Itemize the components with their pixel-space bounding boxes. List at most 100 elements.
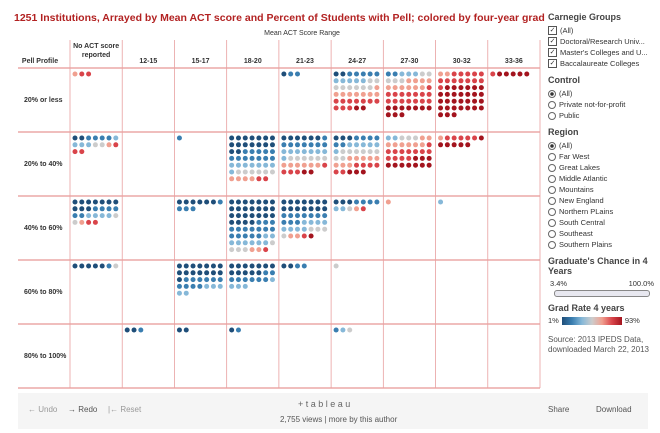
- radio[interactable]: [548, 174, 556, 183]
- institution-dot: [197, 270, 203, 276]
- radio[interactable]: [548, 218, 556, 227]
- radio[interactable]: [548, 141, 556, 150]
- option-label[interactable]: Private not-for-profit: [559, 100, 626, 109]
- option-label[interactable]: Master's Colleges and U...: [560, 48, 648, 57]
- reset[interactable]: |← Reset: [108, 405, 142, 414]
- filter-option[interactable]: ✓ Master's Colleges and U...: [548, 47, 656, 58]
- radio[interactable]: [548, 185, 556, 194]
- radio[interactable]: [548, 196, 556, 205]
- option-label[interactable]: South Central: [559, 218, 605, 227]
- option-label[interactable]: Doctoral/Research Univ...: [560, 37, 645, 46]
- institution-dot: [360, 169, 366, 175]
- institution-dot: [340, 91, 346, 97]
- filter-option[interactable]: Southeast: [548, 228, 656, 239]
- filter-option[interactable]: Southern Plains: [548, 239, 656, 250]
- institution-dot: [249, 135, 255, 141]
- radio[interactable]: [548, 89, 556, 98]
- institution-dot: [426, 142, 432, 148]
- option-label[interactable]: Southeast: [559, 229, 593, 238]
- reset-label[interactable]: Reset: [120, 405, 142, 414]
- institution-dot: [235, 240, 241, 246]
- filter-option[interactable]: Northern PLains: [548, 206, 656, 217]
- filter-option[interactable]: Great Lakes: [548, 162, 656, 173]
- undo-label[interactable]: Undo: [38, 405, 58, 414]
- download[interactable]: Download: [596, 405, 632, 414]
- filter-option[interactable]: New England: [548, 195, 656, 206]
- checkbox[interactable]: ✓: [548, 26, 557, 35]
- institution-dot: [301, 206, 307, 212]
- filter-option[interactable]: ✓ (All): [548, 25, 656, 36]
- option-label[interactable]: Public: [559, 111, 580, 120]
- institution-dot: [99, 135, 105, 141]
- institution-dot: [333, 98, 339, 104]
- redo[interactable]: → Redo: [68, 405, 98, 414]
- institution-dot: [322, 206, 328, 212]
- filter-option[interactable]: (All): [548, 88, 656, 99]
- radio[interactable]: [548, 163, 556, 172]
- filter-option[interactable]: ✓ Baccalaureate Colleges: [548, 58, 656, 69]
- institution-dot: [301, 233, 307, 239]
- institution-dot: [385, 71, 391, 77]
- checkbox[interactable]: ✓: [548, 48, 557, 57]
- option-label[interactable]: New England: [559, 196, 604, 205]
- option-label[interactable]: Baccalaureate Colleges: [560, 59, 640, 68]
- filter-option[interactable]: ✓ Doctoral/Research Univ...: [548, 36, 656, 47]
- radio[interactable]: [548, 207, 556, 216]
- option-label[interactable]: Great Lakes: [559, 163, 600, 172]
- institution-dot: [249, 240, 255, 246]
- radio[interactable]: [548, 240, 556, 249]
- filter-option[interactable]: Mountains: [548, 184, 656, 195]
- undo[interactable]: ← Undo: [28, 405, 58, 414]
- filter-option[interactable]: Middle Atlantic: [548, 173, 656, 184]
- filter-option[interactable]: Public: [548, 110, 656, 121]
- institution-dot: [374, 142, 380, 148]
- institution-dot: [322, 219, 328, 225]
- institution-dot: [256, 213, 262, 219]
- institution-dot: [315, 142, 321, 148]
- option-label[interactable]: Mountains: [559, 185, 594, 194]
- option-label[interactable]: Southern Plains: [559, 240, 612, 249]
- views[interactable]: 2,755 views | more by this author: [280, 415, 398, 424]
- institution-dot: [354, 135, 360, 141]
- column-header: 21-23: [296, 58, 314, 65]
- institution-dot: [347, 85, 353, 91]
- institution-dot: [333, 327, 339, 333]
- institution-dot: [374, 85, 380, 91]
- institution-dot: [392, 98, 398, 104]
- option-label[interactable]: Far West: [559, 152, 590, 161]
- institution-dot: [340, 85, 346, 91]
- radio[interactable]: [548, 229, 556, 238]
- checkbox[interactable]: ✓: [548, 37, 557, 46]
- radio[interactable]: [548, 100, 556, 109]
- radio[interactable]: [548, 152, 556, 161]
- option-label[interactable]: Middle Atlantic: [559, 174, 608, 183]
- institution-dot: [385, 105, 391, 111]
- share[interactable]: Share: [548, 405, 570, 414]
- filter-option[interactable]: (All): [548, 140, 656, 151]
- option-label[interactable]: Northern PLains: [559, 207, 614, 216]
- institution-dot: [113, 135, 119, 141]
- institution-dot: [204, 199, 210, 205]
- option-label[interactable]: (All): [559, 89, 573, 98]
- institution-dot: [92, 219, 98, 225]
- institution-dot: [288, 263, 294, 269]
- filter-option[interactable]: Private not-for-profit: [548, 99, 656, 110]
- institution-dot: [367, 98, 373, 104]
- institution-dot: [413, 85, 419, 91]
- option-label[interactable]: (All): [560, 26, 574, 35]
- checkbox[interactable]: ✓: [548, 59, 557, 68]
- institution-dot: [458, 142, 464, 148]
- institution-dot: [99, 199, 105, 205]
- institution-dot: [385, 112, 391, 118]
- filter-option[interactable]: Far West: [548, 151, 656, 162]
- institution-dot: [308, 233, 314, 239]
- institution-dot: [438, 78, 444, 84]
- filter-option[interactable]: South Central: [548, 217, 656, 228]
- radio[interactable]: [548, 111, 556, 120]
- slider[interactable]: [554, 290, 650, 297]
- institution-dot: [458, 91, 464, 97]
- institution-dot: [413, 155, 419, 161]
- option-label[interactable]: (All): [559, 141, 573, 150]
- redo-label[interactable]: Redo: [78, 405, 98, 414]
- institution-dot: [374, 199, 380, 205]
